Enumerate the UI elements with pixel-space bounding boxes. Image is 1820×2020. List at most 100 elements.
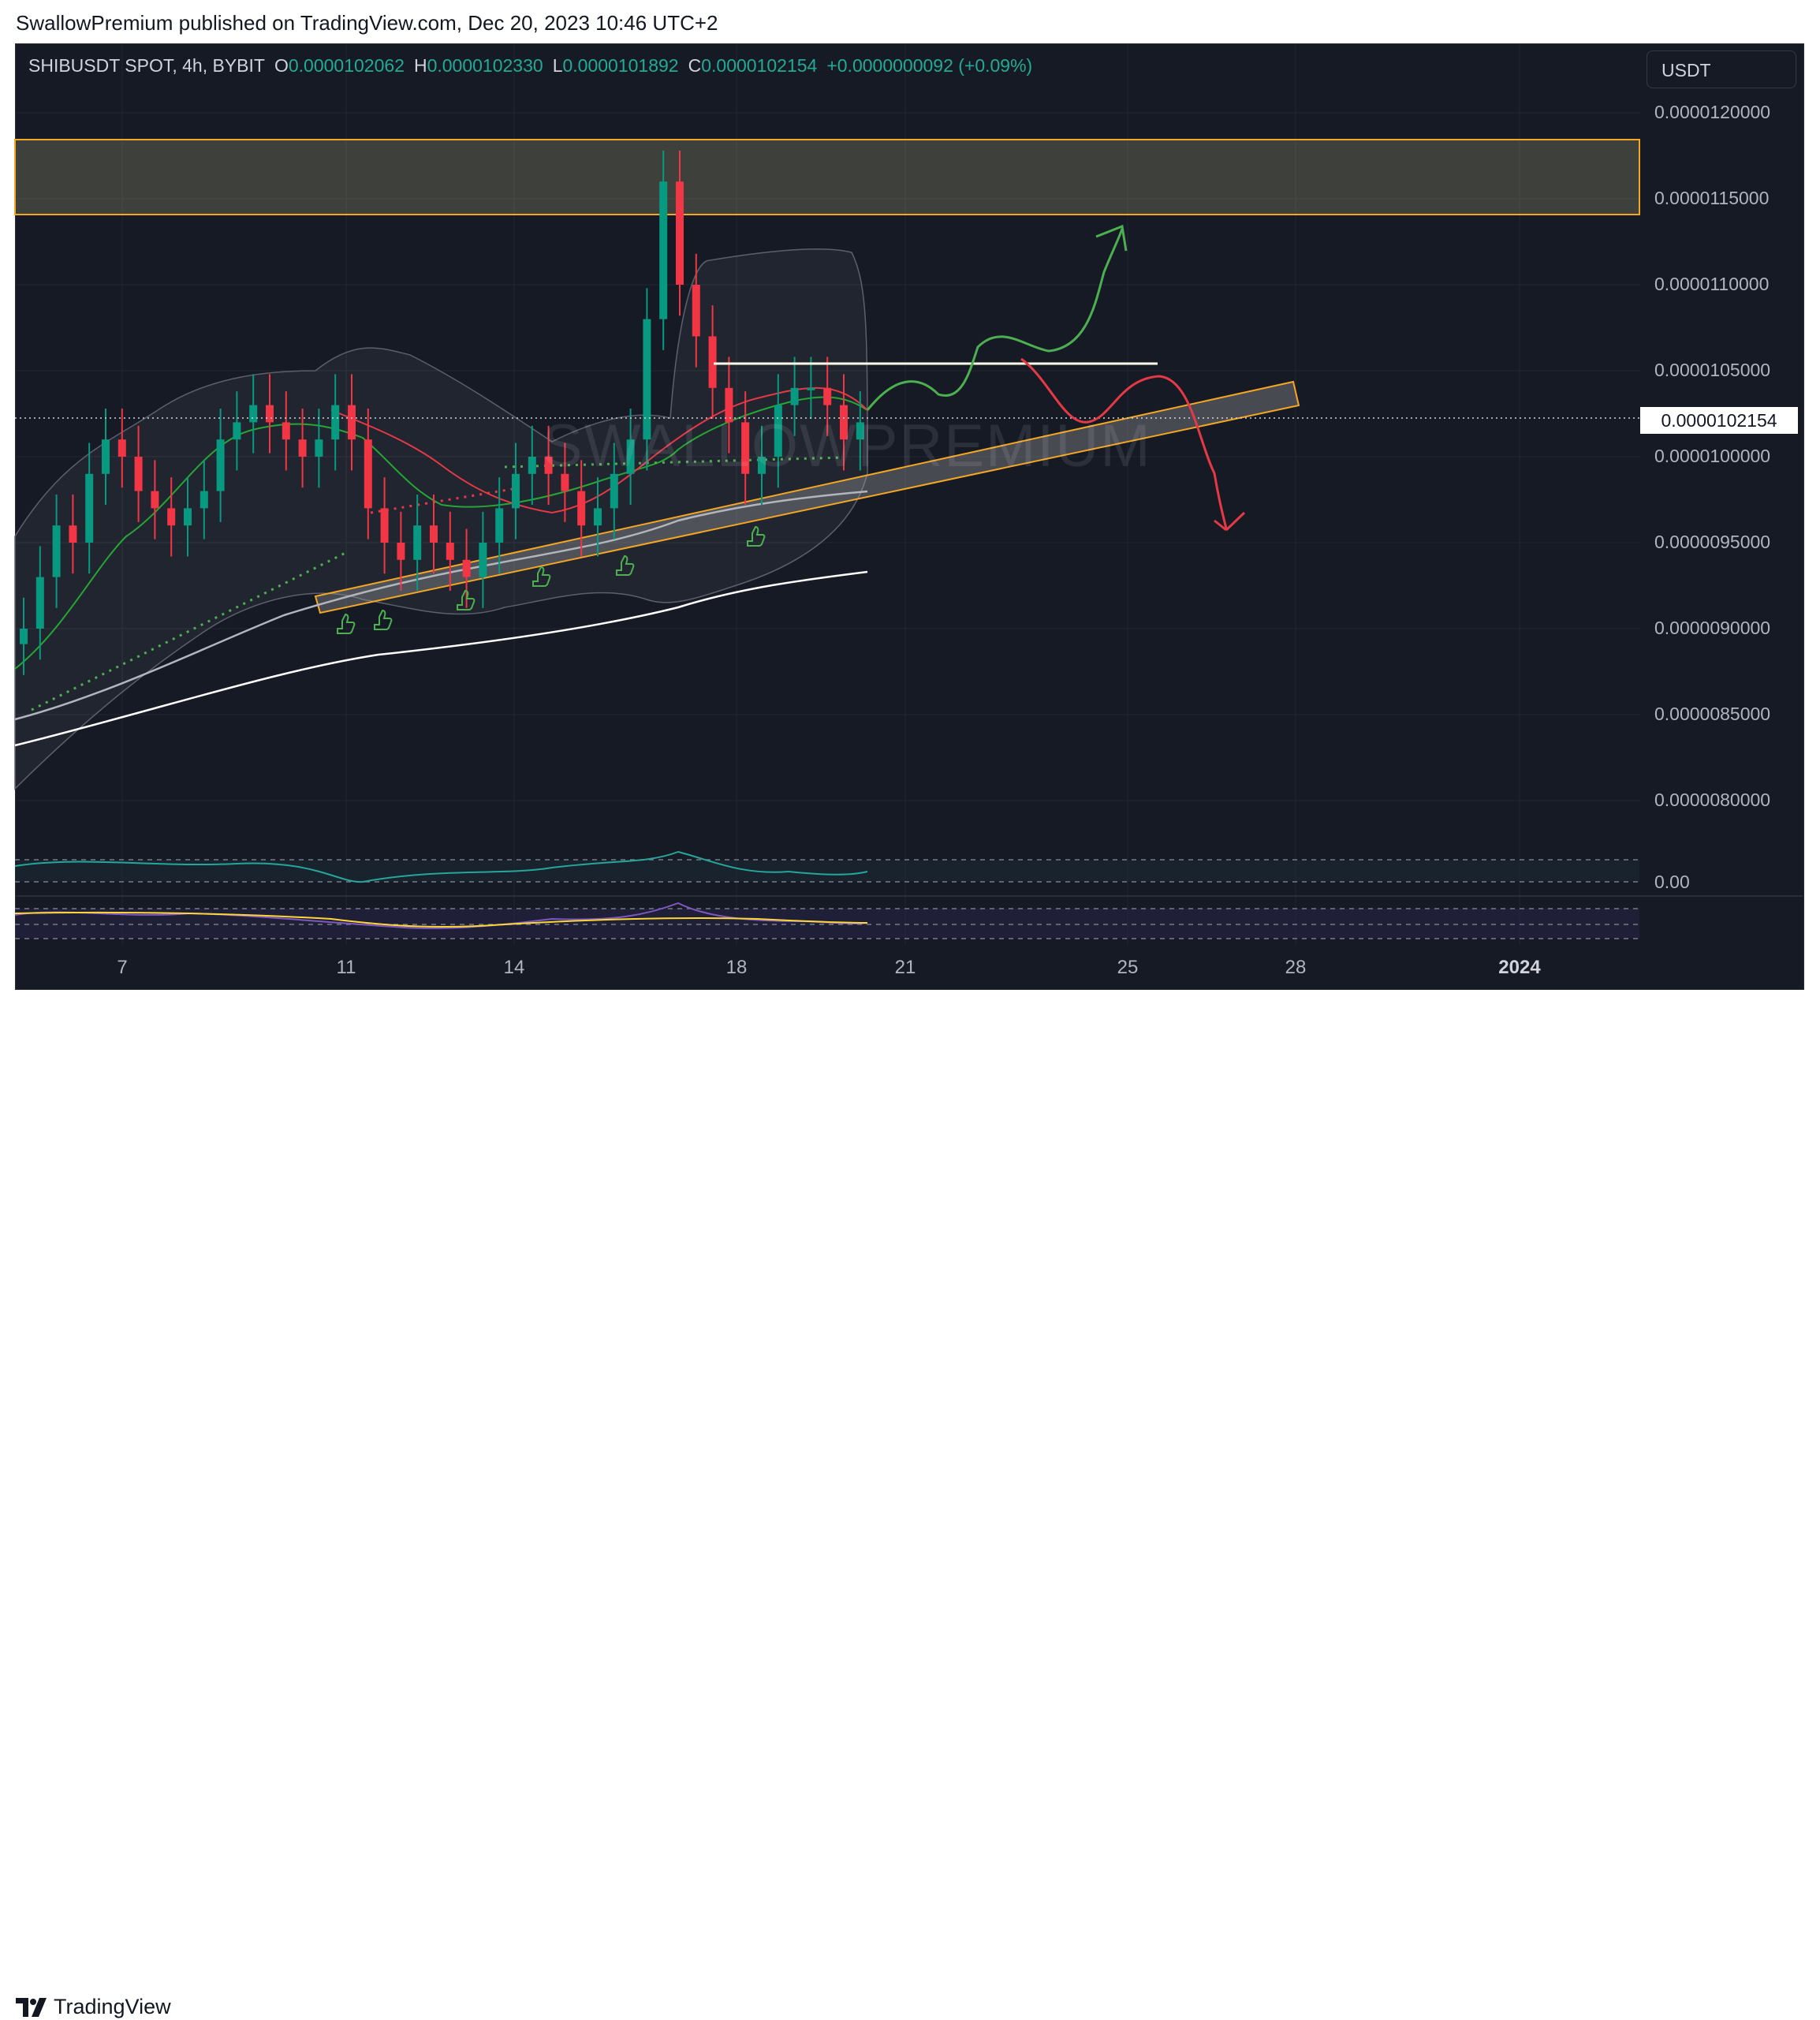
bollinger-band bbox=[14, 248, 868, 790]
candle-body bbox=[282, 422, 290, 440]
candle-body bbox=[216, 439, 225, 491]
candle-body bbox=[331, 405, 340, 440]
candle-body bbox=[364, 439, 372, 509]
high-key: H bbox=[413, 55, 427, 76]
oscillator-value-label: 0.00 bbox=[1654, 872, 1690, 892]
candle-body bbox=[348, 405, 356, 440]
watermark: SWALLOWPREMIUM bbox=[543, 413, 1152, 480]
thumbs-up-icon bbox=[532, 566, 551, 587]
candle-body bbox=[577, 491, 586, 526]
candle-body bbox=[151, 491, 159, 509]
open-key: O bbox=[274, 55, 289, 76]
candle-body bbox=[380, 508, 389, 543]
candle-body bbox=[184, 508, 192, 526]
currency-button[interactable]: USDT bbox=[1647, 50, 1796, 88]
candle-body bbox=[102, 439, 110, 474]
low-value: 0.0000101892 bbox=[562, 55, 679, 76]
candle-body bbox=[561, 473, 569, 491]
candle-body bbox=[397, 543, 405, 560]
candle-body bbox=[544, 457, 553, 474]
close-key: C bbox=[688, 55, 702, 76]
candle-body bbox=[52, 525, 61, 577]
psar-dots-red bbox=[370, 487, 513, 514]
candle-body bbox=[512, 473, 520, 509]
candle-body bbox=[741, 422, 750, 474]
candle-body bbox=[298, 439, 307, 457]
bearish-arrow-head bbox=[1214, 511, 1246, 532]
candle-body bbox=[708, 336, 717, 388]
thumbs-up-icon bbox=[616, 554, 635, 576]
candle-body bbox=[643, 319, 651, 440]
candles bbox=[20, 150, 864, 675]
price-tick-label: 0.0000115000 bbox=[1654, 188, 1770, 208]
bearish-projection-path bbox=[1020, 357, 1228, 529]
candle-body bbox=[117, 439, 126, 457]
candle-body bbox=[807, 387, 815, 390]
candle-body bbox=[167, 508, 176, 526]
price-tick-label: 0.0000120000 bbox=[1654, 102, 1771, 122]
candle-body bbox=[626, 439, 635, 474]
candle-body bbox=[594, 508, 602, 526]
symbol-label[interactable]: SHIBUSDT SPOT, 4h, BYBIT bbox=[28, 55, 265, 76]
candle-body bbox=[266, 405, 274, 423]
date-tick-label: 18 bbox=[725, 957, 748, 978]
candle-body bbox=[20, 629, 28, 644]
price-tick-label: 0.0000095000 bbox=[1654, 532, 1771, 552]
thumbs-up-icon bbox=[747, 525, 766, 547]
bullish-arrow-head bbox=[1095, 224, 1128, 252]
candle-body bbox=[528, 457, 536, 474]
thumbs-up-icon bbox=[374, 609, 393, 630]
candle-body bbox=[315, 439, 323, 457]
candle-body bbox=[200, 491, 208, 509]
publish-bar: SwallowPremium published on TradingView.… bbox=[0, 0, 1820, 46]
ema-fast-line bbox=[14, 396, 868, 670]
candle-body bbox=[446, 543, 454, 560]
candle-body bbox=[610, 473, 618, 509]
candle-body bbox=[676, 181, 684, 285]
date-tick-label: 14 bbox=[503, 957, 525, 978]
price-chart[interactable] bbox=[0, 0, 1820, 1044]
candle-body bbox=[692, 285, 700, 337]
candle-body bbox=[758, 457, 766, 474]
price-tick-label: 0.0000085000 bbox=[1654, 704, 1771, 724]
candle-body bbox=[134, 457, 143, 491]
low-key: L bbox=[552, 55, 563, 76]
date-tick-label: 2024 bbox=[1498, 957, 1541, 978]
date-tick-label: 11 bbox=[336, 957, 356, 978]
price-tick-label: 0.0000080000 bbox=[1654, 790, 1771, 810]
oscillator-panel-1 bbox=[14, 850, 1640, 883]
candle-body bbox=[659, 181, 668, 319]
date-tick-label: 25 bbox=[1117, 957, 1139, 978]
price-tick-label: 0.0000090000 bbox=[1654, 618, 1771, 638]
price-tick-label: 0.0000100000 bbox=[1654, 446, 1771, 466]
open-value: 0.0000102062 bbox=[288, 55, 405, 76]
footer: TradingView bbox=[0, 991, 1820, 2018]
candle-body bbox=[725, 387, 733, 423]
published-info: SwallowPremium published on TradingView.… bbox=[16, 11, 718, 35]
date-tick-label: 21 bbox=[894, 957, 916, 978]
candle-body bbox=[495, 508, 504, 543]
change-value: +0.0000000092 (+0.09%) bbox=[826, 55, 1033, 76]
thumbs-up-icon bbox=[337, 613, 356, 634]
date-tick-label: 7 bbox=[117, 957, 128, 978]
tradingview-logo-icon[interactable] bbox=[16, 1996, 47, 2020]
oscillator-panel-2 bbox=[14, 902, 1640, 939]
price-tick-label: 0.0000105000 bbox=[1654, 360, 1771, 380]
candle-body bbox=[823, 387, 832, 405]
candle-body bbox=[856, 422, 864, 440]
candle-body bbox=[774, 405, 782, 457]
candle-body bbox=[85, 473, 94, 543]
psar-dots-green bbox=[31, 456, 845, 711]
chart-panel[interactable] bbox=[15, 43, 1804, 990]
candle-body bbox=[479, 543, 487, 577]
candle-body bbox=[413, 525, 422, 560]
resistance-zone bbox=[14, 139, 1640, 215]
ema-red-line bbox=[330, 386, 868, 514]
tradingview-brand[interactable]: TradingView bbox=[54, 1995, 171, 2018]
high-value: 0.0000102330 bbox=[427, 55, 543, 76]
candle-body bbox=[462, 559, 471, 577]
candle-body bbox=[430, 525, 438, 543]
candle-body bbox=[233, 422, 241, 440]
candle-body bbox=[69, 525, 77, 543]
last-price-label: 0.0000102154 bbox=[1640, 407, 1798, 434]
